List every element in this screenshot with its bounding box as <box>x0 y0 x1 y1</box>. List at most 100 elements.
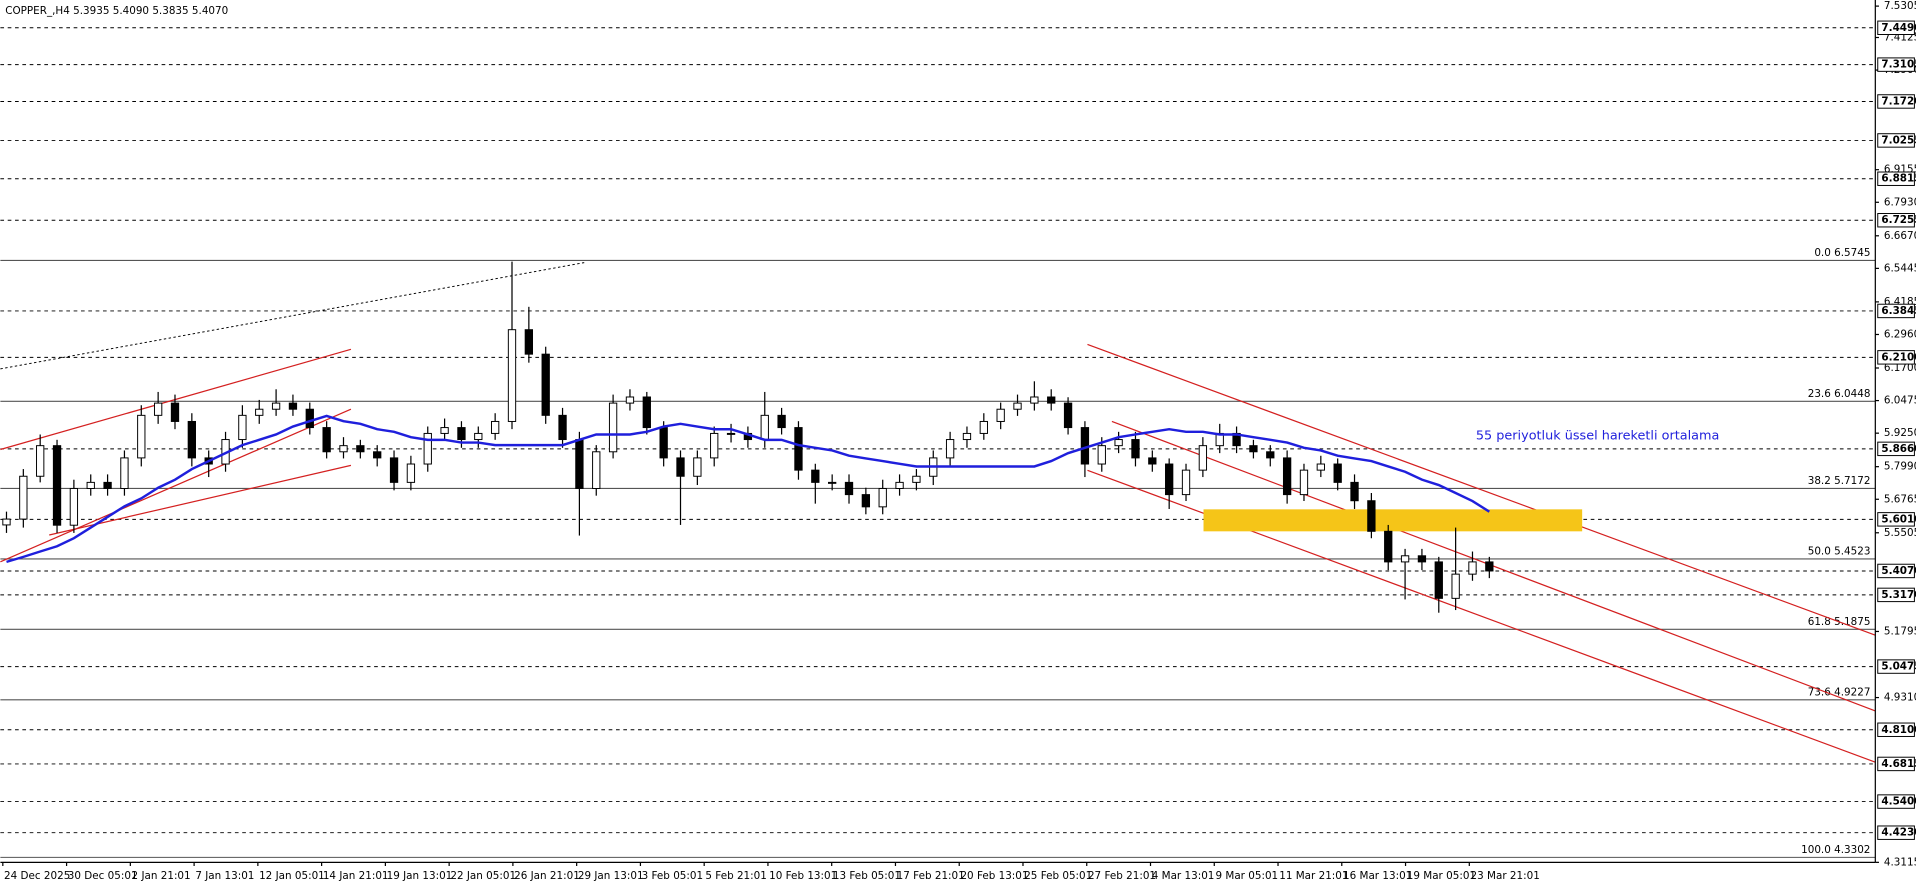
candle-body <box>861 494 871 508</box>
level-label: 6.3845 <box>1881 305 1916 317</box>
candle-body <box>1266 451 1275 459</box>
level-label: 7.4490 <box>1881 22 1916 34</box>
candle-body <box>490 420 500 434</box>
candle-body <box>255 408 264 416</box>
y-tick-label: 6.7930 <box>1884 196 1916 208</box>
candle-body <box>187 420 196 459</box>
level-box <box>1877 441 1915 457</box>
candle-body <box>541 353 550 416</box>
candle-body <box>962 432 972 441</box>
y-tick-label: 4.9310 <box>1884 692 1916 704</box>
level-box <box>1877 756 1915 772</box>
candle-body <box>777 414 786 429</box>
level-box <box>1877 587 1915 603</box>
candle-body <box>1299 469 1309 496</box>
level-label: 6.2100 <box>1881 351 1916 363</box>
candle-body <box>137 414 146 459</box>
candle-body <box>1350 481 1359 502</box>
x-tick-label: 29 Jan 13:01 <box>578 870 644 882</box>
y-tick-label: 7.5305 <box>1884 0 1916 12</box>
level-label: 6.7255 <box>1881 214 1916 226</box>
candle-body <box>339 445 348 453</box>
level-label: 5.4070 <box>1881 565 1916 577</box>
candle-body <box>288 402 298 410</box>
channel-line <box>1087 343 1876 636</box>
candle-body <box>389 457 399 483</box>
trend-line <box>0 262 585 370</box>
channel-line <box>0 348 352 451</box>
x-tick-label: 12 Jan 05:01 <box>259 870 325 882</box>
level-label: 5.8660 <box>1881 443 1916 455</box>
support-zone <box>1203 509 1583 532</box>
candle-body <box>1131 439 1140 459</box>
candle-body <box>474 432 483 441</box>
candle-body <box>828 481 837 484</box>
x-tick-label: 27 Feb 21:01 <box>1088 870 1156 882</box>
x-tick-label: 25 Feb 05:01 <box>1024 870 1092 882</box>
x-tick-label: 22 Jan 05:01 <box>450 870 516 882</box>
candle-body <box>170 402 180 422</box>
y-tick-label: 6.1700 <box>1884 362 1916 374</box>
candle-body <box>52 445 62 526</box>
level-label: 5.3170 <box>1881 589 1916 601</box>
candle-body <box>1165 463 1174 496</box>
candle-body <box>1047 396 1056 404</box>
candle-body <box>1097 445 1106 465</box>
y-tick-label: 4.3115 <box>1884 856 1916 868</box>
candle-body <box>575 439 584 489</box>
candle-body <box>979 420 988 434</box>
level-label: 4.5400 <box>1881 796 1916 808</box>
candle-body <box>710 432 719 459</box>
candle-body <box>895 481 904 489</box>
fib-label: 100.0 4.3302 <box>1801 844 1870 856</box>
candle-body <box>726 432 736 435</box>
level-box <box>1877 20 1915 35</box>
candle-body <box>406 463 416 483</box>
candle-body <box>1333 463 1342 483</box>
level-box <box>1877 57 1915 72</box>
level-label: 6.8815 <box>1881 173 1916 185</box>
candle-body <box>558 414 567 441</box>
level-box <box>1877 659 1915 674</box>
symbol-header: COPPER_,H4 5.3935 5.4090 5.3835 5.4070 <box>5 5 228 17</box>
candles-layer <box>2 261 1494 613</box>
level-box <box>1877 722 1915 737</box>
x-tick-label: 13 Feb 05:01 <box>833 870 901 882</box>
candle-body <box>507 329 517 422</box>
level-label: 7.3105 <box>1881 59 1916 71</box>
candle-body <box>1198 445 1208 471</box>
x-tick-label: 17 Feb 21:01 <box>897 870 965 882</box>
level-label: 7.1720 <box>1881 95 1916 107</box>
x-tick-label: 19 Jan 13:01 <box>387 870 453 882</box>
y-tick-label: 6.2960 <box>1884 328 1916 340</box>
x-tick-label: 10 Feb 13:01 <box>769 870 837 882</box>
candle-body <box>153 402 163 416</box>
candle-body <box>659 427 668 459</box>
candle-body <box>1282 457 1292 496</box>
candle-body <box>1400 555 1410 563</box>
candle-body <box>305 408 314 429</box>
candle-body <box>642 396 651 429</box>
levels-layer: 0.0 6.5745 23.6 6.0448 38.2 5.7172 50.0 5.4… <box>0 27 1876 858</box>
x-tick-label: 9 Mar 05:01 <box>1215 870 1278 882</box>
candle-body <box>238 414 247 441</box>
y-tick-label: 7.4125 <box>1884 31 1916 43</box>
candle-body <box>1468 561 1477 575</box>
candle-body <box>86 481 95 489</box>
candle-body <box>423 432 432 465</box>
candle-body <box>1451 573 1460 599</box>
candle-body <box>1249 445 1258 453</box>
x-tick-label: 4 Mar 13:01 <box>1152 870 1215 882</box>
candle-body <box>373 451 382 459</box>
x-tick-label: 11 Mar 21:01 <box>1279 870 1348 882</box>
candle-body <box>524 329 534 355</box>
level-box <box>1877 133 1915 148</box>
y-tick-label: 5.1795 <box>1884 625 1916 637</box>
candle-body <box>1434 561 1443 599</box>
candle-body <box>794 427 803 471</box>
fib-label: 50.0 5.4523 <box>1808 546 1871 558</box>
